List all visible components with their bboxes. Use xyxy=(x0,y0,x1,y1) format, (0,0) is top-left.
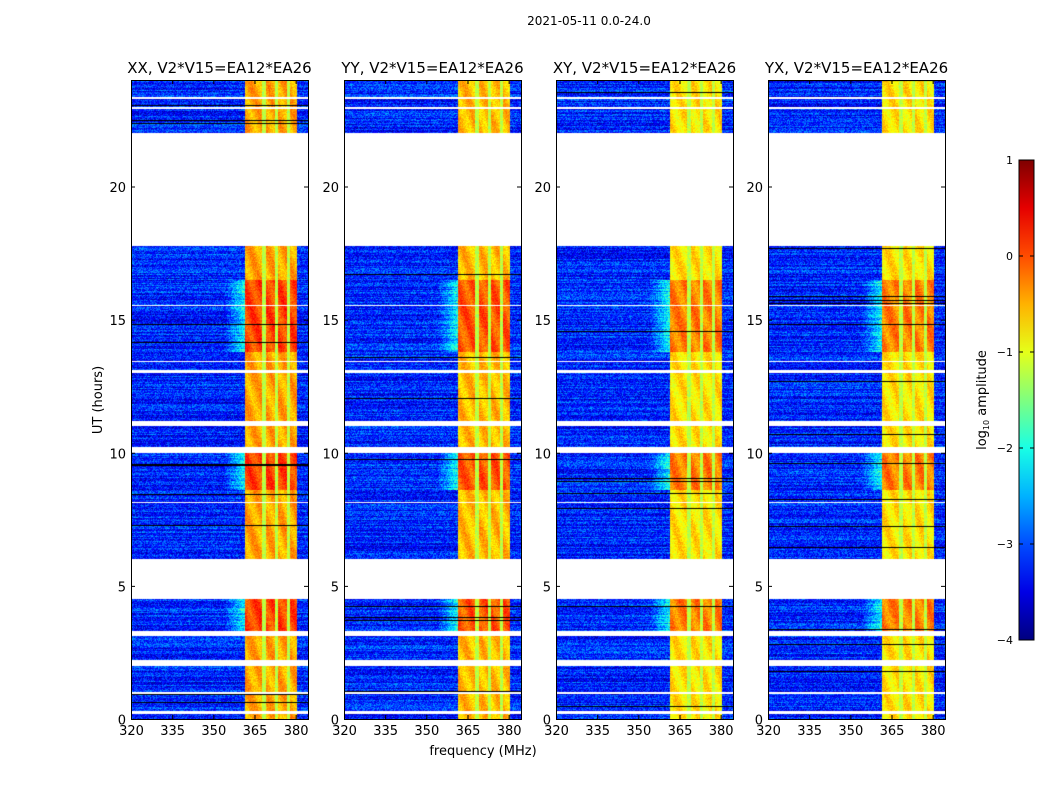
x-tick-label: 380 xyxy=(709,724,734,739)
x-tick-label: 320 xyxy=(332,724,357,739)
x-tick-label: 335 xyxy=(160,724,185,739)
x-tick-label: 380 xyxy=(497,724,522,739)
colorbar-label: log10 amplitude xyxy=(975,350,991,450)
y-tick-label: 0 xyxy=(543,714,551,729)
heatmap-xy xyxy=(556,80,733,719)
y-tick-label: 5 xyxy=(118,580,126,595)
panel-axes xyxy=(344,80,522,720)
colorbar xyxy=(1018,159,1035,641)
y-tick-label: 0 xyxy=(118,714,126,729)
x-tick-label: 335 xyxy=(585,724,610,739)
y-tick-label: 5 xyxy=(755,580,763,595)
colorbar-tick-label: −2 xyxy=(997,442,1013,455)
x-tick-label: 350 xyxy=(201,724,226,739)
x-tick-label: 350 xyxy=(838,724,863,739)
y-tick-label: 15 xyxy=(322,314,339,329)
y-axis-label: UT (hours) xyxy=(91,366,106,434)
x-tick-label: 365 xyxy=(243,724,268,739)
y-tick-label: 15 xyxy=(746,314,763,329)
axes-frame xyxy=(344,80,522,720)
colorbar-tick-label: −4 xyxy=(997,634,1013,647)
x-tick-label: 365 xyxy=(456,724,481,739)
y-tick-label: 10 xyxy=(746,447,763,462)
colorbar-tick-label: −1 xyxy=(997,346,1013,359)
x-tick-label: 380 xyxy=(284,724,309,739)
figure-title: 2021-05-11 0.0-24.0 xyxy=(527,14,651,28)
y-tick-label: 20 xyxy=(746,181,763,196)
y-tick-label: 10 xyxy=(534,447,551,462)
panel-title: XX, V2*V15=EA12*EA26 xyxy=(127,59,311,77)
panel-title: YX, V2*V15=EA12*EA26 xyxy=(764,59,948,77)
y-tick-label: 5 xyxy=(331,580,339,595)
axes-frame xyxy=(556,80,734,720)
panel-title: YY, V2*V15=EA12*EA26 xyxy=(340,59,523,77)
axes-frame xyxy=(768,80,946,720)
axes-frame xyxy=(131,80,309,720)
panel-axes xyxy=(768,80,946,720)
colorbar-tick-label: −3 xyxy=(997,538,1013,551)
heatmap-xx xyxy=(131,80,308,719)
y-tick-label: 15 xyxy=(109,314,126,329)
y-tick-label: 10 xyxy=(322,447,339,462)
panel-axes xyxy=(556,80,734,720)
y-tick-label: 20 xyxy=(109,181,126,196)
x-tick-label: 320 xyxy=(119,724,144,739)
heatmap-yy xyxy=(344,80,521,719)
y-tick-label: 0 xyxy=(331,714,339,729)
panel-title: XY, V2*V15=EA12*EA26 xyxy=(553,59,736,77)
y-tick-label: 15 xyxy=(534,314,551,329)
x-axis-label: frequency (MHz) xyxy=(429,744,536,759)
x-tick-label: 320 xyxy=(544,724,569,739)
y-tick-label: 20 xyxy=(534,181,551,196)
y-tick-label: 5 xyxy=(543,580,551,595)
x-tick-label: 350 xyxy=(414,724,439,739)
x-tick-label: 335 xyxy=(797,724,822,739)
x-tick-label: 365 xyxy=(668,724,693,739)
colorbar-tick-label: 0 xyxy=(1006,250,1013,263)
x-tick-label: 365 xyxy=(880,724,905,739)
y-tick-label: 10 xyxy=(109,447,126,462)
x-tick-label: 335 xyxy=(373,724,398,739)
x-tick-label: 320 xyxy=(756,724,781,739)
colorbar-tick-label: 1 xyxy=(1006,154,1013,167)
y-tick-label: 0 xyxy=(755,714,763,729)
x-tick-label: 380 xyxy=(921,724,946,739)
panel-axes xyxy=(131,80,309,720)
y-tick-label: 20 xyxy=(322,181,339,196)
x-tick-label: 350 xyxy=(626,724,651,739)
heatmap-yx xyxy=(768,80,945,719)
